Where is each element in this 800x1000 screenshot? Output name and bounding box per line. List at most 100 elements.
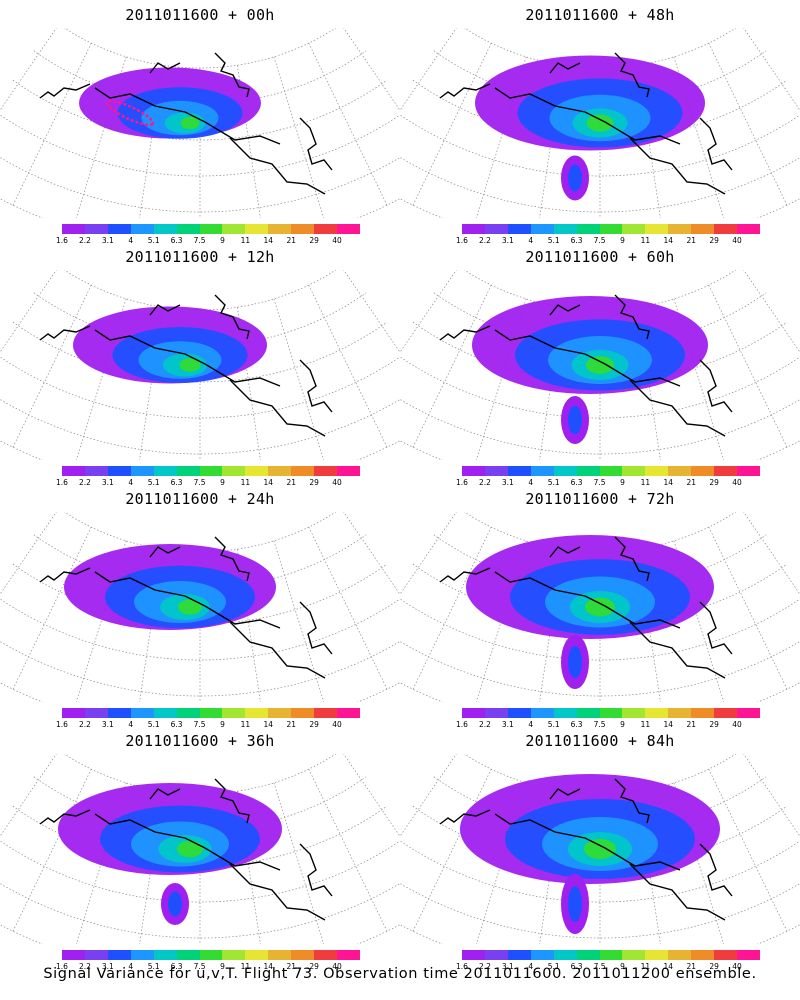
colorbar (462, 466, 760, 476)
colorbar-label: 21 (286, 720, 296, 729)
colorbar-swatch (530, 708, 554, 718)
colorbar-swatch (645, 466, 669, 476)
colorbar-label: 4 (528, 720, 534, 729)
colorbar (62, 950, 360, 960)
colorbar-swatch (314, 466, 338, 476)
colorbar-label: 6.3 (170, 962, 183, 971)
colorbar-label: 29 (309, 720, 319, 729)
coastlines (439, 52, 733, 195)
forecast-panel-12h: 2011011600 + 12h 1.6 2.2 3.1 4 5.1 6.3 7.5 9 11 14… (0, 242, 400, 487)
colorbar-label: 4 (528, 962, 534, 971)
polar-map (400, 512, 800, 702)
colorbar-label: 4 (128, 962, 134, 971)
colorbar-label: 1.6 (56, 962, 68, 971)
colorbar-label: 14 (263, 720, 274, 729)
colorbar-swatch (645, 950, 669, 960)
colorbar-swatch (337, 708, 360, 718)
colorbar-labels: 1.6 2.2 3.1 4 5.1 6.3 7.5 9 11 14 21 29 40 (456, 720, 760, 730)
colorbar-label: 1.6 (456, 236, 468, 245)
colorbar-swatch (553, 466, 577, 476)
colorbar-label: 11 (640, 236, 651, 245)
colorbar-swatch (599, 466, 623, 476)
colorbar-swatch (622, 708, 646, 718)
colorbar-label: 21 (286, 236, 296, 245)
coastlines (439, 778, 733, 921)
variance-field (64, 544, 276, 630)
colorbar-swatch (107, 224, 131, 234)
colorbar-swatch (222, 950, 246, 960)
colorbar-label: 5.1 (147, 478, 160, 487)
colorbar-label: 1.6 (56, 478, 68, 487)
polar-map (0, 28, 400, 218)
colorbar-swatch (576, 466, 600, 476)
colorbar-swatch (484, 950, 508, 960)
variance-field (58, 783, 282, 925)
colorbar-label: 11 (640, 720, 651, 729)
colorbar-label: 3.1 (501, 236, 514, 245)
colorbar-swatch (668, 466, 692, 476)
variance-field (79, 67, 261, 139)
colorbar (462, 708, 760, 718)
colorbar-swatch (107, 466, 131, 476)
colorbar-swatch (462, 708, 485, 718)
colorbar-label: 14 (663, 962, 674, 971)
colorbar-label: 40 (732, 478, 742, 487)
colorbar-swatch (737, 708, 760, 718)
colorbar-label: 9 (620, 478, 625, 487)
colorbar-swatch (691, 466, 715, 476)
colorbar-swatch (314, 950, 338, 960)
colorbar-label: 7.5 (193, 962, 206, 971)
colorbar-swatch (199, 708, 223, 718)
colorbar-swatch (668, 708, 692, 718)
colorbar-swatch (176, 708, 200, 718)
polar-map (400, 28, 800, 218)
variance-field (472, 296, 708, 444)
colorbar-swatch (62, 224, 85, 234)
colorbar-swatch (599, 708, 623, 718)
colorbar-swatch (176, 224, 200, 234)
colorbar-label: 5.1 (147, 962, 160, 971)
colorbar-swatch (153, 950, 177, 960)
colorbar-swatch (576, 950, 600, 960)
colorbar-label: 21 (286, 478, 296, 487)
colorbar-swatch (714, 224, 738, 234)
colorbar (62, 466, 360, 476)
colorbar-swatch (645, 708, 669, 718)
colorbar-swatch (130, 708, 154, 718)
colorbar-swatch (62, 708, 85, 718)
colorbar-label: 6.3 (570, 478, 583, 487)
colorbar-swatch (553, 224, 577, 234)
colorbar-label: 3.1 (101, 478, 114, 487)
colorbar-swatch (107, 708, 131, 718)
colorbar-swatch (668, 224, 692, 234)
colorbar-label: 29 (309, 478, 319, 487)
colorbar-label: 3.1 (101, 236, 114, 245)
figure-caption: Signal Variance for u,v,T. Flight 73. Ob… (43, 966, 757, 982)
colorbar-swatch (199, 466, 223, 476)
colorbar-swatch (268, 466, 292, 476)
colorbar-swatch (484, 466, 508, 476)
colorbar-labels: 1.6 2.2 3.1 4 5.1 6.3 7.5 9 11 14 21 29 40 (56, 962, 360, 972)
colorbar-label: 1.6 (456, 478, 468, 487)
colorbar-label: 29 (709, 478, 719, 487)
colorbar-label: 21 (686, 720, 696, 729)
panel-title: 2011011600 + 36h (125, 732, 275, 750)
colorbar-swatch (222, 224, 246, 234)
coastlines (439, 536, 733, 679)
colorbar-label: 29 (309, 236, 319, 245)
colorbar-swatch (337, 224, 360, 234)
colorbar-label: 6.3 (170, 720, 183, 729)
panel-title: 2011011600 + 12h (125, 248, 275, 266)
colorbar-label: 7.5 (593, 720, 606, 729)
coastlines (439, 294, 733, 437)
colorbar-label: 7.5 (593, 236, 606, 245)
colorbar-label: 29 (309, 962, 319, 971)
colorbar-swatch (737, 950, 760, 960)
colorbar-labels: 1.6 2.2 3.1 4 5.1 6.3 7.5 9 11 14 21 29 40 (456, 236, 760, 246)
colorbar-swatch (576, 708, 600, 718)
colorbar-label: 29 (709, 962, 719, 971)
colorbar-label: 9 (620, 720, 625, 729)
colorbar (462, 950, 760, 960)
panel-title: 2011011600 + 24h (125, 490, 275, 508)
